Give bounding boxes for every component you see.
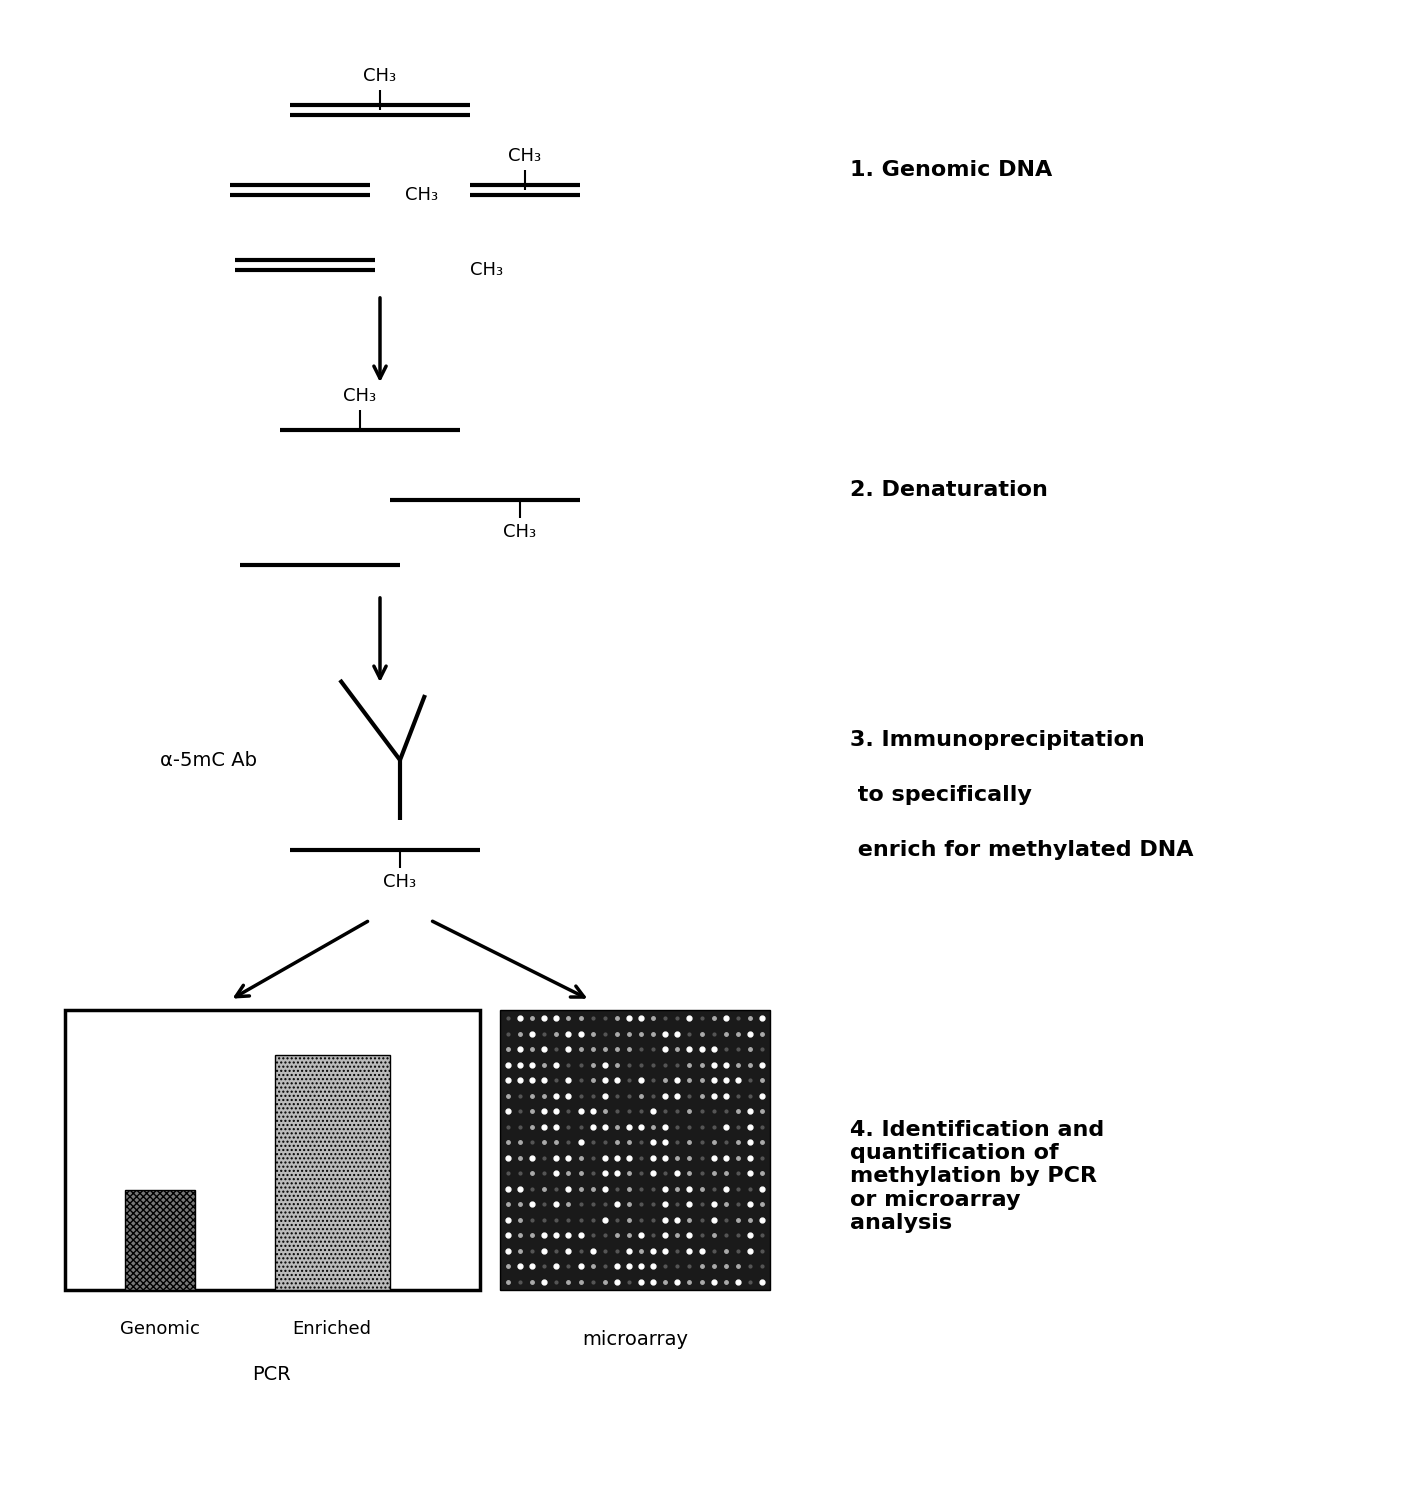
Text: CH₃: CH₃: [384, 872, 416, 890]
Text: CH₃: CH₃: [405, 186, 439, 204]
Text: CH₃: CH₃: [503, 523, 537, 541]
Text: CH₃: CH₃: [469, 261, 503, 279]
Bar: [64, 1010, 481, 1291]
Text: PCR: PCR: [252, 1366, 291, 1384]
Text: CH₃: CH₃: [363, 67, 396, 85]
Text: α-5mC Ab: α-5mC Ab: [160, 751, 256, 769]
Text: CH₃: CH₃: [343, 387, 377, 405]
Text: Enriched: Enriched: [293, 1321, 371, 1339]
Bar: [500, 1010, 771, 1291]
Text: to specifically: to specifically: [850, 785, 1033, 805]
Text: CH₃: CH₃: [509, 147, 542, 165]
Text: 4. Identification and
quantification of
methylation by PCR
or microarray
analysi: 4. Identification and quantification of …: [850, 1120, 1104, 1232]
Text: 1. Genomic DNA: 1. Genomic DNA: [850, 160, 1052, 180]
Text: microarray: microarray: [581, 1330, 688, 1349]
Bar: [125, 1190, 195, 1291]
Text: Genomic: Genomic: [120, 1321, 200, 1339]
Text: 3. Immunoprecipitation: 3. Immunoprecipitation: [850, 730, 1145, 750]
Text: enrich for methylated DNA: enrich for methylated DNA: [850, 839, 1194, 860]
Bar: [275, 1055, 389, 1291]
Text: 2. Denaturation: 2. Denaturation: [850, 480, 1048, 501]
